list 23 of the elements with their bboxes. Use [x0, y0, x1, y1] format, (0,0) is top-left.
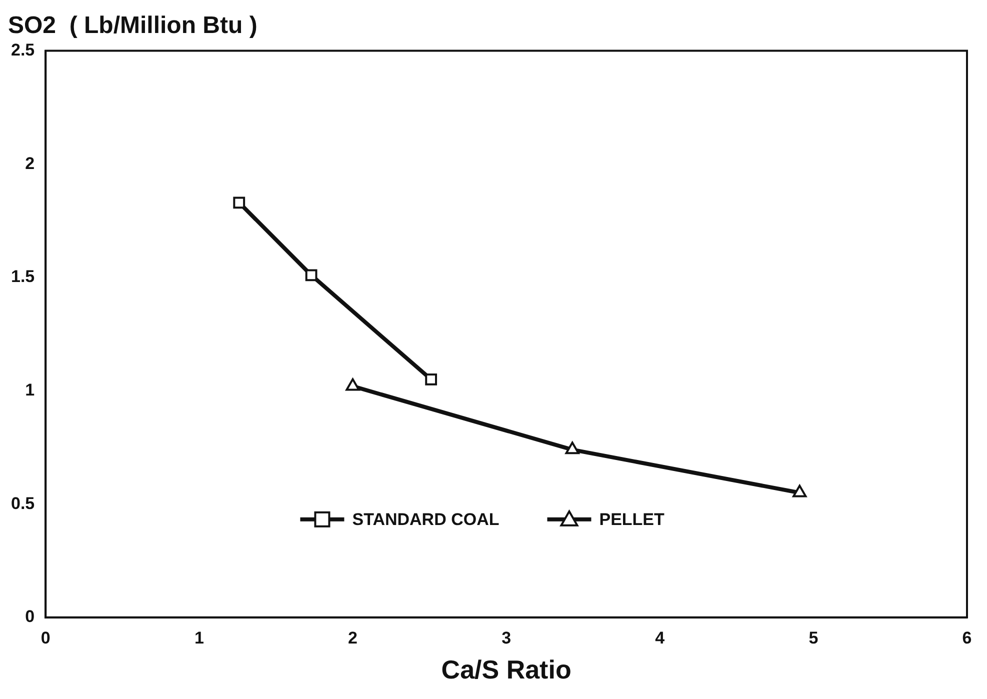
y-tick-label: 1.5 [10, 267, 35, 286]
point [792, 484, 807, 498]
y-tick-label: 2 [25, 154, 35, 173]
point [233, 196, 246, 209]
legend-label: STANDARD COAL [352, 510, 500, 530]
y-tick-label: 0.5 [10, 494, 35, 513]
y-axis-title: SO2 ( Lb/Million Btu ) [8, 12, 258, 40]
x-axis-title: Ca/S Ratio [441, 654, 572, 685]
x-tick-label: 3 [502, 628, 512, 648]
legend-label: PELLET [599, 510, 666, 530]
x-tick-label: 5 [808, 628, 818, 648]
y-tick-label: 1 [25, 380, 35, 400]
point [346, 378, 360, 391]
x-tick-label: 6 [962, 628, 972, 648]
x-tick-label: 1 [194, 628, 204, 648]
x-tick-label: 4 [655, 628, 666, 648]
x-tick-label: 2 [348, 628, 358, 648]
y-tick-label: 2.5 [10, 40, 35, 60]
point [305, 269, 318, 282]
x-tick-label: 0 [40, 628, 50, 648]
point [565, 442, 580, 454]
point [425, 373, 438, 386]
y-tick-label: 0 [25, 607, 35, 626]
